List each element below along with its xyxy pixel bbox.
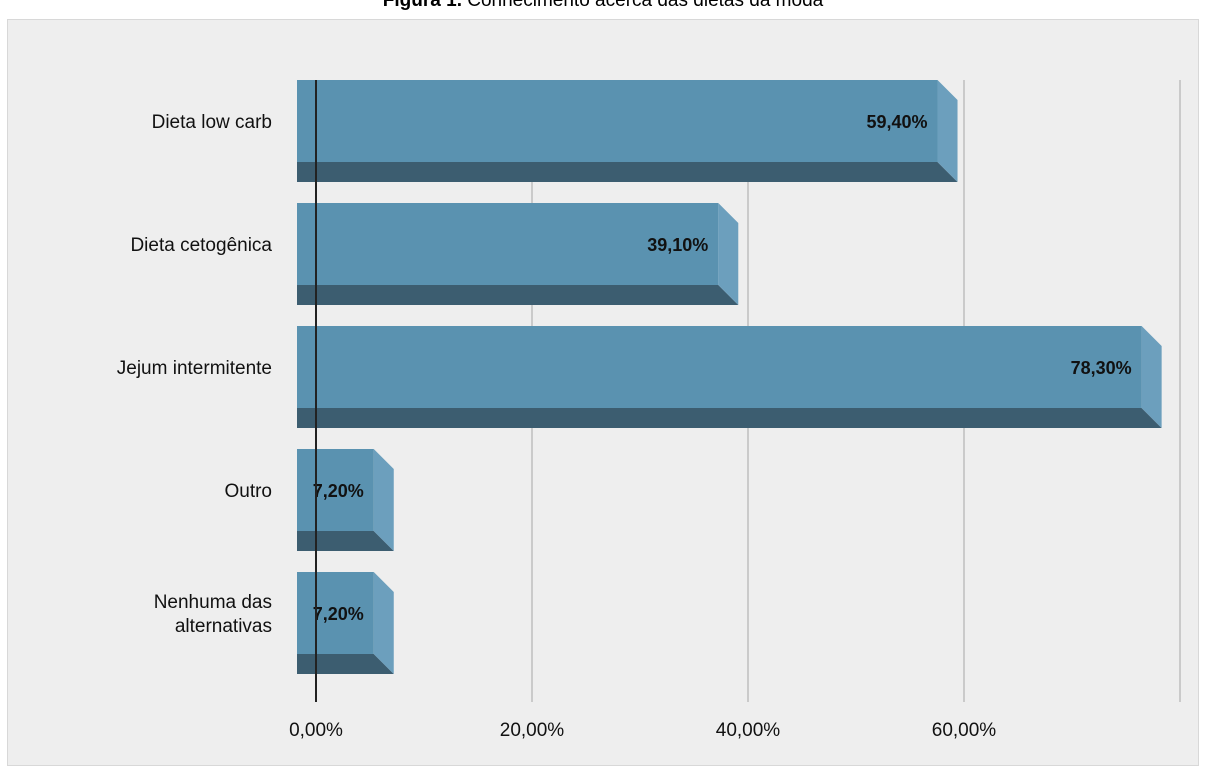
bar-side-face — [373, 572, 394, 674]
data-label: 78,30% — [1071, 358, 1132, 378]
bar — [297, 449, 374, 531]
category-label-line: alternativas — [175, 616, 272, 637]
category-label: Dieta cetogênica — [130, 235, 272, 256]
category-label-line: Dieta low carb — [152, 112, 272, 133]
category-label-line: Nenhuma das — [154, 592, 272, 613]
bar-bottom-face — [297, 654, 394, 674]
category-label-line: Outro — [224, 481, 272, 502]
category-label: Dieta low carb — [152, 112, 272, 133]
bar-side-face — [937, 80, 958, 182]
bar — [297, 572, 374, 654]
x-tick-label: 0,00% — [289, 720, 343, 741]
category-label-line: Dieta cetogênica — [130, 235, 272, 256]
data-label: 39,10% — [647, 235, 708, 255]
category-label-line: Jejum intermitente — [117, 358, 272, 379]
category-label: Nenhuma das alternativas — [154, 592, 272, 637]
bar-bottom-face — [297, 162, 958, 182]
title-prefix: Figura 1. — [382, 0, 462, 11]
data-label: 7,20% — [313, 604, 364, 624]
bar — [297, 203, 719, 285]
x-tick-label: 60,00% — [932, 720, 997, 741]
bar-side-face — [1141, 326, 1162, 428]
title-text: Conhecimento acerca das dietas da moda — [461, 0, 824, 11]
data-label: 59,40% — [866, 112, 927, 132]
x-tick-label: 40,00% — [716, 720, 781, 741]
bar-bottom-face — [297, 408, 1162, 428]
category-label: Jejum intermitente — [117, 358, 272, 379]
bar-side-face — [373, 449, 394, 551]
bar-bottom-face — [297, 531, 394, 551]
bar — [297, 80, 938, 162]
data-label: 7,20% — [313, 481, 364, 501]
x-tick-label: 20,00% — [500, 720, 565, 741]
bar — [297, 326, 1142, 408]
category-label: Outro — [224, 481, 272, 502]
chart-title: Figura 1. Conhecimento acerca das dietas… — [0, 0, 1206, 12]
bar-side-face — [718, 203, 739, 305]
bar-bottom-face — [297, 285, 739, 305]
